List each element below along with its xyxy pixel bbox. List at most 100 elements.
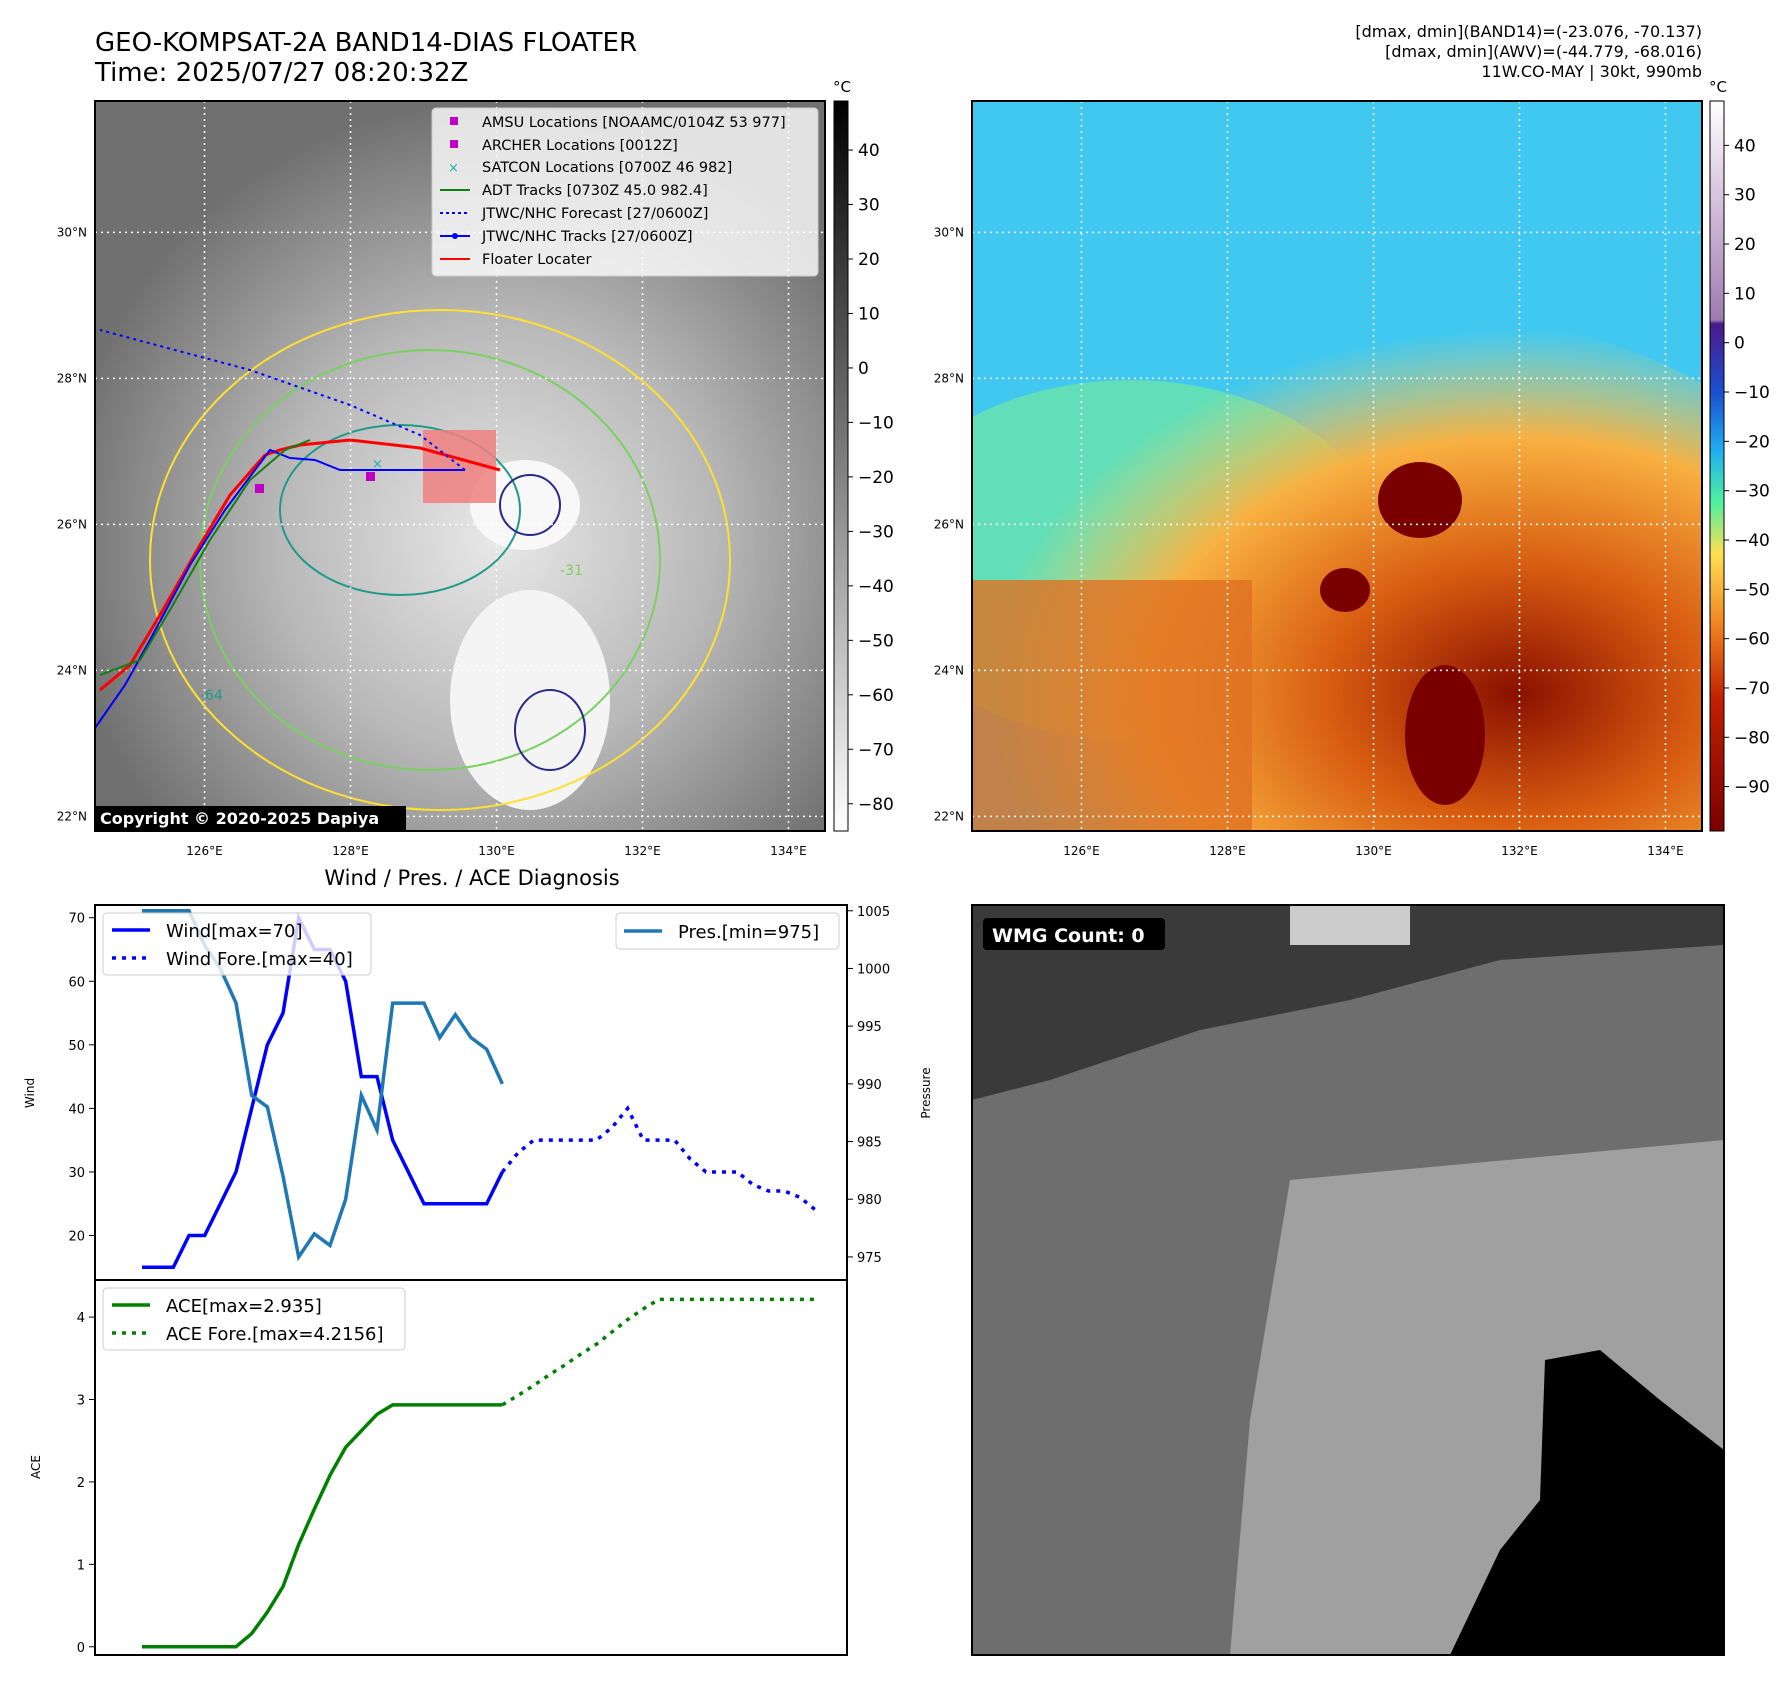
ace-axis-label: ACE [29,1455,43,1479]
ir-legend: AMSU Locations [NOAAMC/0104Z 53 977] ARC… [431,107,819,277]
wind-axis-ticks: 20 30 40 50 60 70 [68,912,95,1245]
wind-tick-label: 70 [68,912,85,927]
meta-storm: 11W.CO-MAY | 30kt, 990mb [1481,62,1702,81]
ace-series [142,1297,816,1649]
pressure-tick-label: 1005 [857,905,890,920]
awv-core-south [1405,665,1485,805]
ir-contour-cold [499,474,561,536]
ace-forecast-series-line [501,1297,816,1407]
awv-south-band [972,580,1252,831]
awv-colorbar-unit: °C [1709,78,1727,96]
ace-legend: ACE[max=2.935] ACE Fore.[max=4.2156] [102,1287,406,1351]
pressure-tick-label: 975 [857,1251,882,1266]
pressure-tick-label: 985 [857,1136,882,1151]
colorbar-tick-label: −60 [1734,630,1770,650]
lat-tick-label: 28°N [57,371,87,385]
wmg-bright-patch [1290,905,1410,945]
wmg-dark-region [972,905,1724,1100]
wind-axis-label: Wind [23,1078,37,1108]
meta-awv: [dmax, dmin](AWV)=(-44.779, -68.016) [1385,42,1702,61]
ace-series-line [142,1403,503,1649]
wmg-frame [971,904,1725,1656]
ir-colorbar-unit: °C [833,78,851,96]
lat-tick-label: 24°N [57,663,87,677]
pressure-axis-ticks: 975 980 985 990 995 1000 1005 [847,905,890,1266]
colorbar-tick-label: −50 [1734,580,1770,600]
legend-satcon-label: SATCON Locations [0700Z 46 982] [482,160,732,176]
wind-legend-box [102,912,372,976]
awv-gridlines [972,101,1702,831]
lon-tick-label: 126°E [1063,844,1100,858]
copyright-text: Copyright © 2020-2025 Dapiya [100,809,379,828]
contour-label-31: -31 [560,563,583,579]
pressure-axis-label: Pressure [919,1067,933,1118]
legend-adt-label: ADT Tracks [0730Z 45.0 982.4] [482,183,708,199]
legend-ace-label: ACE[max=2.935] [166,1296,322,1317]
lat-tick-label: 24°N [934,663,964,677]
legend-amsu-swatch [450,117,458,125]
title-time: Time: 2025/07/27 08:20:32Z [95,58,469,88]
pressure-tick-label: 980 [857,1193,882,1208]
colorbar-tick-label: 40 [858,141,880,161]
lon-tick-label: 130°E [478,844,515,858]
lat-tick-label: 22°N [57,809,87,823]
awv-core-mid [1320,568,1370,612]
lat-tick-label: 28°N [934,371,964,385]
ace-legend-box [102,1287,406,1351]
wind-legend: Wind[max=70] Wind Fore.[max=40] [102,912,372,976]
ir-cold-cloud-north [470,460,580,550]
diagnosis-title: Wind / Pres. / ACE Diagnosis [324,866,619,890]
amsu-location-marker [366,472,375,481]
contour-label-64: -64 [200,688,223,704]
legend-satcon-swatch: × [448,161,459,176]
lat-tick-label: 26°N [934,517,964,531]
ir-contour-31 [199,349,661,771]
legend-track-label: JTWC/NHC Tracks [27/0600Z] [481,229,693,245]
meta-band14: [dmax, dmin](BAND14)=(-23.076, -70.137) [1355,22,1702,41]
colorbar-tick-label: −10 [858,413,894,433]
ace-tick-label: 3 [77,1394,85,1409]
legend-track-dot [452,233,458,239]
colorbar-tick-label: 10 [1734,284,1756,304]
legend-archer-swatch [450,140,458,148]
colorbar-tick-label: −80 [1734,728,1770,748]
pressure-tick-label: 990 [857,1078,882,1093]
colorbar-tick-label: −40 [1734,531,1770,551]
archer-location-marker [255,484,264,493]
wind-forecast-series-line [500,1105,817,1212]
copyright-badge [95,806,406,831]
lon-tick-label: 132°E [624,844,661,858]
ir-colorbar [833,100,849,832]
ir-axis-ticks: 126°E 128°E 130°E 132°E 134°E 30°N 28°N 26°N 24°… [57,225,807,858]
lon-tick-label: 126°E [186,844,223,858]
wind-tick-label: 40 [68,1102,85,1117]
wmg-black-region [1450,1350,1724,1655]
colorbar-tick-label: −70 [1734,679,1770,699]
colorbar-tick-label: 0 [858,359,869,379]
colorbar-tick-label: 30 [1734,186,1756,206]
colorbar-tick-label: −10 [1734,383,1770,403]
wind-tick-label: 60 [68,975,85,990]
ir-legend-box [431,107,819,277]
ir-map-panel: × AMSU Locations [NOAAMC/0104Z 53 977] A… [57,78,894,858]
lon-tick-label: 134°E [770,844,807,858]
colorbar-tick-label: −70 [858,740,894,760]
awv-colorbar-ticks: 40 30 20 10 0 −10 −20 −30 −40 −50 −60 −70 −80 −90 [1724,136,1770,798]
awv-axis-ticks: 126°E 128°E 130°E 132°E 134°E 30°N 28°N 26°N 24°… [934,225,1684,858]
legend-archer-label: ARCHER Locations [0012Z] [482,138,678,154]
satcon-location-marker: × [372,457,383,472]
wind-tick-label: 20 [68,1230,85,1245]
colorbar-tick-label: 20 [858,250,880,270]
ir-contour-0 [149,309,731,811]
colorbar-tick-label: 0 [1734,334,1745,354]
colorbar-tick-label: 20 [1734,235,1756,255]
pressure-legend: Pres.[min=975] [615,912,840,950]
lon-tick-label: 128°E [332,844,369,858]
lat-tick-label: 26°N [57,517,87,531]
lon-tick-label: 134°E [1647,844,1684,858]
colorbar-tick-label: −90 [1734,778,1770,798]
ace-tick-label: 2 [77,1476,85,1491]
wmg-count-label: WMG Count: 0 [992,925,1145,947]
ir-contour-64 [279,424,521,596]
